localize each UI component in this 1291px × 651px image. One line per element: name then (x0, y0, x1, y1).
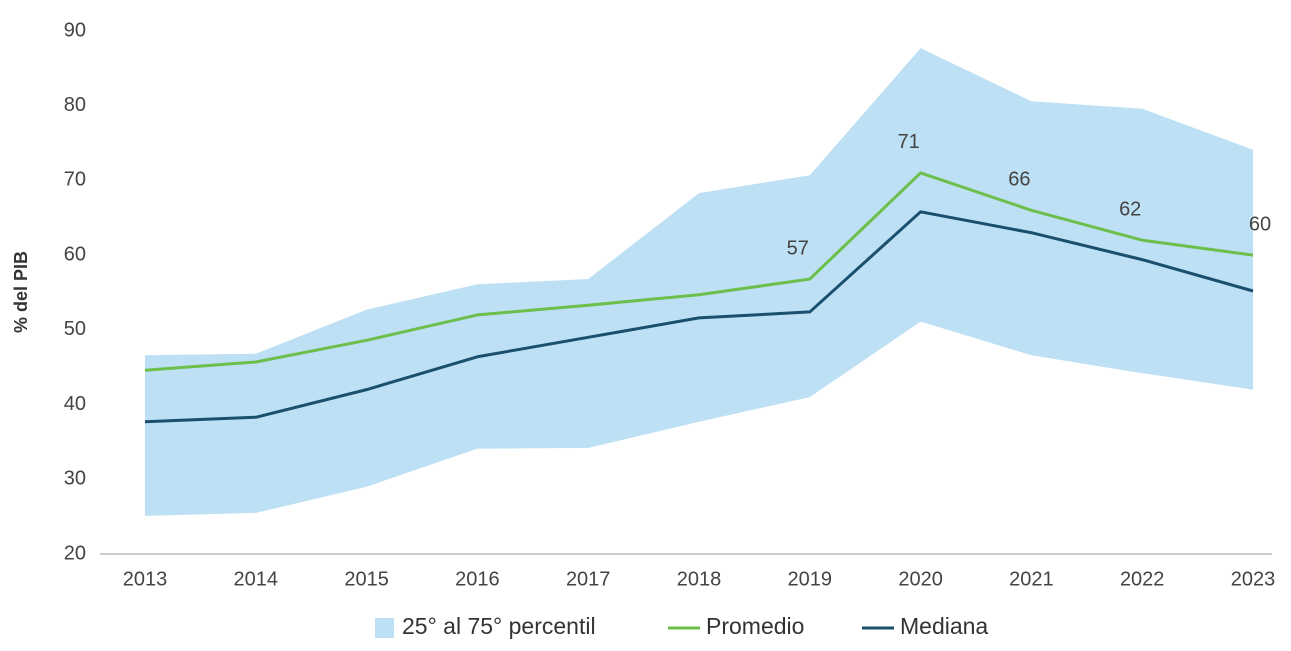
y-tick-label: 70 (64, 169, 86, 191)
y-tick-label: 60 (64, 243, 86, 265)
x-tick-label: 2019 (788, 568, 833, 590)
data-label: 57 (787, 237, 809, 259)
legend-label: Promedio (706, 613, 804, 639)
x-tick-label: 2021 (1009, 568, 1054, 590)
x-tick-label: 2023 (1231, 568, 1276, 590)
x-tick-label: 2018 (677, 568, 722, 590)
y-tick-label: 50 (64, 318, 86, 340)
legend-label: Mediana (900, 613, 988, 639)
data-label: 71 (897, 131, 919, 153)
percentile-band (145, 48, 1253, 516)
series-line (144, 210, 1254, 424)
x-tick-label: 2015 (344, 568, 389, 590)
x-tick-label: 2017 (566, 568, 611, 590)
data-label: 60 (1249, 213, 1271, 235)
x-tick-label: 2016 (455, 568, 500, 590)
y-tick-label: 20 (64, 542, 86, 564)
y-tick-label: 30 (64, 468, 86, 490)
series-line (144, 171, 1254, 372)
y-axis-label: % del PIB (11, 251, 31, 333)
data-label: 66 (1008, 169, 1030, 191)
data-label: 62 (1119, 198, 1141, 220)
y-tick-label: 80 (64, 94, 86, 116)
x-tick-label: 2020 (898, 568, 943, 590)
x-tick-label: 2022 (1120, 568, 1165, 590)
legend-swatch (375, 618, 394, 638)
legend-label: 25° al 75° percentil (402, 613, 596, 639)
y-tick-label: 90 (64, 19, 86, 41)
x-tick-label: 2014 (234, 568, 279, 590)
y-tick-label: 40 (64, 393, 86, 415)
x-tick-label: 2013 (123, 568, 168, 590)
